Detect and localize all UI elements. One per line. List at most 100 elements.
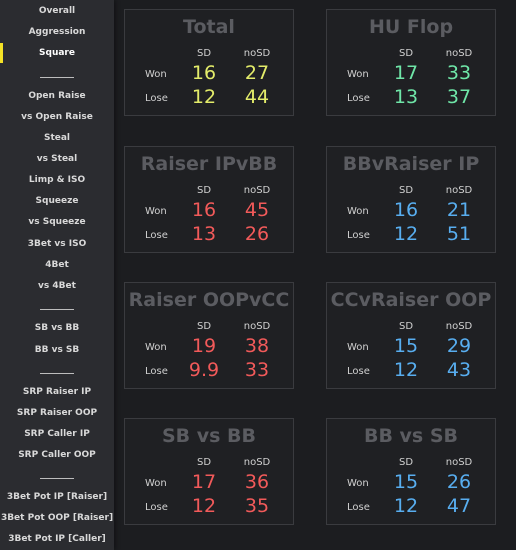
sidebar-item-open-raise[interactable]: Open Raise bbox=[28, 91, 86, 101]
value-won-nosd: 45 bbox=[244, 199, 270, 221]
row-label-lose: Lose bbox=[145, 93, 168, 104]
row-label-won: Won bbox=[347, 342, 369, 353]
value-won-nosd: 21 bbox=[446, 199, 472, 221]
column-header-nosd: noSD bbox=[243, 185, 271, 196]
main-panel: Total SD noSD Won Lose 16 27 12 44 HU Flop SD noSD W… bbox=[114, 0, 516, 550]
column-header-nosd: noSD bbox=[243, 457, 271, 468]
stat-card-bbvraiser-ip: BBvRaiser IP SD noSD Won Lose 16 21 12 51 bbox=[326, 146, 496, 253]
value-won-nosd: 36 bbox=[244, 471, 270, 493]
sidebar-item-3bet-pot-ip-raiser[interactable]: 3Bet Pot IP [Raiser] bbox=[6, 492, 108, 502]
sidebar-item-srp-caller-ip[interactable]: SRP Caller IP bbox=[24, 429, 90, 439]
card-title: BB vs SB bbox=[363, 425, 459, 447]
card-title: CCvRaiser OOP bbox=[330, 289, 492, 311]
sidebar-item-srp-caller-oop[interactable]: SRP Caller OOP bbox=[18, 450, 96, 460]
value-won-nosd: 38 bbox=[244, 335, 270, 357]
stat-card-hu-flop: HU Flop SD noSD Won Lose 17 33 13 37 bbox=[326, 9, 496, 116]
column-header-nosd: noSD bbox=[445, 48, 473, 59]
column-header-nosd: noSD bbox=[445, 457, 473, 468]
column-header-sd: SD bbox=[398, 321, 414, 332]
value-lose-sd: 12 bbox=[393, 495, 419, 517]
sidebar: Overall Aggression Square Open Raise vs … bbox=[0, 0, 114, 550]
sidebar-item-4bet[interactable]: 4Bet bbox=[45, 260, 69, 270]
sidebar-item-3bet-pot-ip-caller[interactable]: 3Bet Pot IP [Caller] bbox=[8, 534, 106, 544]
sidebar-item-vs-steal[interactable]: vs Steal bbox=[36, 154, 78, 164]
column-header-nosd: noSD bbox=[445, 321, 473, 332]
card-title: BBvRaiser IP bbox=[342, 153, 480, 175]
column-header-sd: SD bbox=[398, 48, 414, 59]
value-won-sd: 16 bbox=[191, 199, 217, 221]
row-label-lose: Lose bbox=[347, 230, 370, 241]
row-label-won: Won bbox=[347, 478, 369, 489]
sidebar-divider bbox=[40, 77, 74, 78]
row-label-lose: Lose bbox=[347, 93, 370, 104]
active-indicator bbox=[0, 43, 3, 63]
sidebar-item-bb-vs-sb[interactable]: BB vs SB bbox=[34, 345, 80, 355]
value-won-sd: 17 bbox=[393, 62, 419, 84]
sidebar-item-steal[interactable]: Steal bbox=[43, 133, 71, 143]
sidebar-item-square[interactable]: Square bbox=[39, 48, 75, 58]
value-lose-nosd: 44 bbox=[244, 86, 270, 108]
value-lose-sd: 12 bbox=[393, 359, 419, 381]
column-header-sd: SD bbox=[196, 185, 212, 196]
card-title: SB vs BB bbox=[161, 425, 257, 447]
column-header-sd: SD bbox=[196, 48, 212, 59]
value-won-sd: 15 bbox=[393, 335, 419, 357]
sidebar-item-overall[interactable]: Overall bbox=[38, 6, 76, 16]
row-label-lose: Lose bbox=[347, 366, 370, 377]
value-won-sd: 17 bbox=[191, 471, 217, 493]
sidebar-item-srp-raiser-ip[interactable]: SRP Raiser IP bbox=[22, 387, 92, 397]
card-title: Raiser IPvBB bbox=[140, 153, 278, 175]
column-header-sd: SD bbox=[196, 321, 212, 332]
value-won-sd: 15 bbox=[393, 471, 419, 493]
value-won-sd: 19 bbox=[191, 335, 217, 357]
card-title: Raiser OOPvCC bbox=[128, 289, 290, 311]
value-lose-nosd: 37 bbox=[446, 86, 472, 108]
sidebar-item-3bet-vs-iso[interactable]: 3Bet vs ISO bbox=[27, 239, 87, 249]
row-label-won: Won bbox=[145, 206, 167, 217]
row-label-won: Won bbox=[347, 69, 369, 80]
row-label-lose: Lose bbox=[145, 502, 168, 513]
stat-card-raiser-ipvbb: Raiser IPvBB SD noSD Won Lose 16 45 13 26 bbox=[124, 146, 294, 253]
value-won-nosd: 26 bbox=[446, 471, 472, 493]
value-lose-nosd: 26 bbox=[244, 223, 270, 245]
value-lose-nosd: 43 bbox=[446, 359, 472, 381]
value-lose-sd: 13 bbox=[191, 223, 217, 245]
stat-card-raiser-oopvcc: Raiser OOPvCC SD noSD Won Lose 19 38 9.9 33 bbox=[124, 282, 294, 389]
stat-card-sb-vs-bb: SB vs BB SD noSD Won Lose 17 36 12 35 bbox=[124, 418, 294, 525]
value-lose-nosd: 33 bbox=[244, 359, 270, 381]
sidebar-item-limp-iso[interactable]: Limp & ISO bbox=[28, 175, 86, 185]
column-header-sd: SD bbox=[398, 457, 414, 468]
column-header-nosd: noSD bbox=[243, 321, 271, 332]
sidebar-item-vs-4bet[interactable]: vs 4Bet bbox=[38, 281, 76, 291]
sidebar-item-3bet-pot-oop-raiser[interactable]: 3Bet Pot OOP [Raiser] bbox=[0, 513, 114, 523]
sidebar-item-vs-open-raise[interactable]: vs Open Raise bbox=[21, 112, 93, 122]
value-lose-nosd: 35 bbox=[244, 495, 270, 517]
value-lose-sd: 9.9 bbox=[188, 359, 220, 381]
sidebar-divider bbox=[40, 478, 74, 479]
value-lose-sd: 12 bbox=[393, 223, 419, 245]
sidebar-item-vs-squeeze[interactable]: vs Squeeze bbox=[28, 217, 86, 227]
value-won-sd: 16 bbox=[191, 62, 217, 84]
row-label-lose: Lose bbox=[145, 366, 168, 377]
value-lose-sd: 12 bbox=[191, 495, 217, 517]
value-won-nosd: 33 bbox=[446, 62, 472, 84]
sidebar-item-aggression[interactable]: Aggression bbox=[28, 27, 86, 37]
value-won-sd: 16 bbox=[393, 199, 419, 221]
column-header-nosd: noSD bbox=[243, 48, 271, 59]
value-lose-nosd: 51 bbox=[446, 223, 472, 245]
row-label-won: Won bbox=[347, 206, 369, 217]
row-label-lose: Lose bbox=[145, 230, 168, 241]
card-title: Total bbox=[183, 16, 235, 38]
sidebar-item-sb-vs-bb[interactable]: SB vs BB bbox=[34, 323, 80, 333]
row-label-won: Won bbox=[145, 342, 167, 353]
sidebar-item-squeeze[interactable]: Squeeze bbox=[35, 196, 79, 206]
sidebar-divider bbox=[40, 373, 74, 374]
column-header-sd: SD bbox=[196, 457, 212, 468]
value-won-nosd: 27 bbox=[244, 62, 270, 84]
value-lose-sd: 13 bbox=[393, 86, 419, 108]
sidebar-item-srp-raiser-oop[interactable]: SRP Raiser OOP bbox=[16, 408, 98, 418]
column-header-nosd: noSD bbox=[445, 185, 473, 196]
value-won-nosd: 29 bbox=[446, 335, 472, 357]
card-title: HU Flop bbox=[368, 16, 454, 38]
